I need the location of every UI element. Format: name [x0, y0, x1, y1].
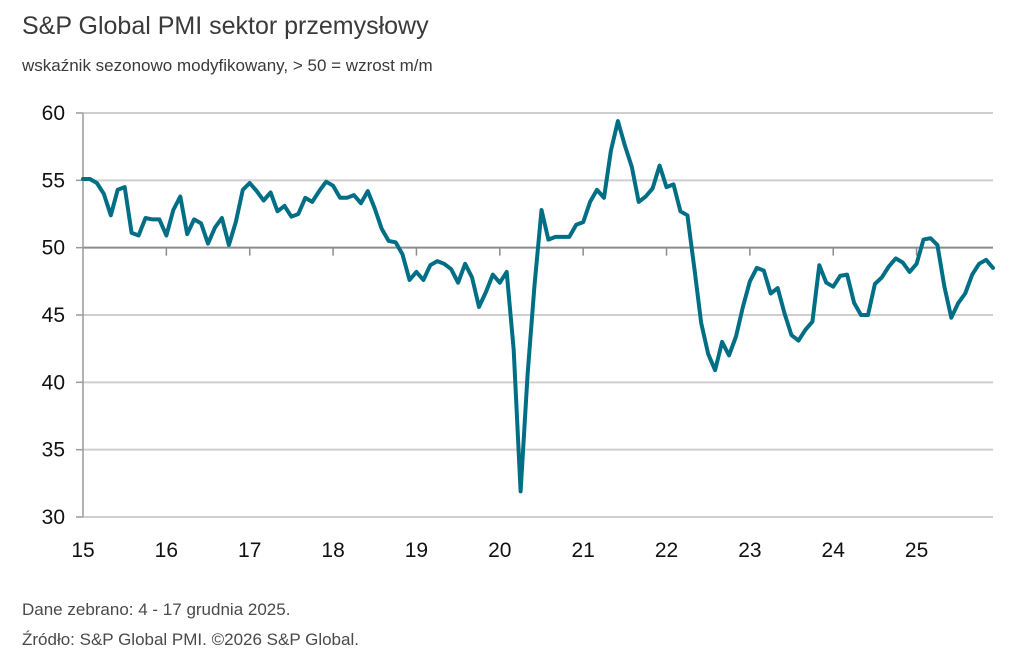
x-tick-label: 19 [405, 539, 428, 562]
y-tick-label: 45 [42, 304, 65, 327]
y-tick-label: 50 [42, 237, 65, 260]
chart-title: S&P Global PMI sektor przemysłowy [22, 12, 429, 40]
footer-data-collected: Dane zebrano: 4 - 17 grudnia 2025. [22, 600, 291, 619]
x-tick-label: 21 [571, 539, 594, 562]
x-tick-label: 16 [155, 539, 178, 562]
x-tick-label: 23 [738, 539, 761, 562]
x-tick-label: 22 [655, 539, 678, 562]
x-tick-label: 25 [905, 539, 928, 562]
y-tick-label: 35 [42, 439, 65, 462]
y-tick-label: 60 [42, 102, 65, 125]
y-tick-label: 55 [42, 169, 65, 192]
x-tick-label: 15 [71, 539, 94, 562]
y-tick-label: 40 [42, 371, 65, 394]
x-tick-label: 18 [321, 539, 344, 562]
x-tick-label: 24 [822, 539, 846, 562]
pmi-series-line [81, 119, 995, 494]
y-tick-label: 30 [42, 506, 65, 529]
footer-source: Źródło: S&P Global PMI. ©2026 S&P Global… [22, 630, 359, 649]
chart-subtitle: wskaźnik sezonowo modyfikowany, > 50 = w… [22, 56, 433, 75]
x-tick-label: 17 [238, 539, 261, 562]
x-tick-label: 20 [488, 539, 511, 562]
